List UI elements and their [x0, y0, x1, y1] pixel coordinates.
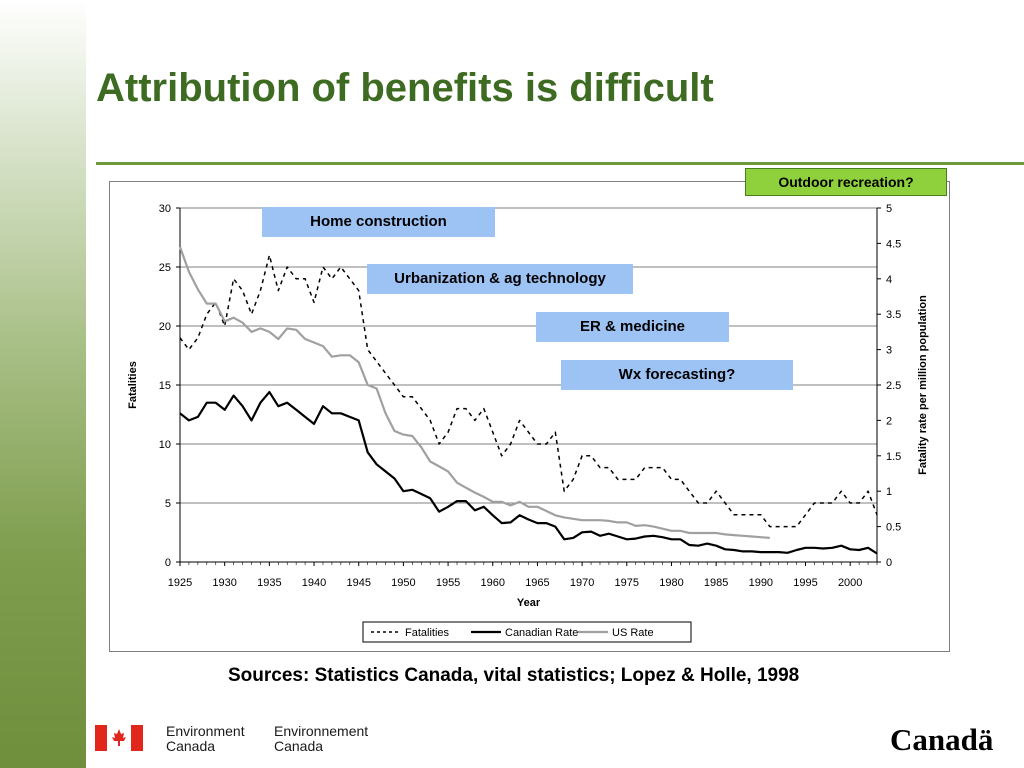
legend-label: US Rate: [612, 627, 654, 639]
sources-caption: Sources: Statistics Canada, vital statis…: [228, 665, 800, 686]
y2-tick-label: 4.5: [886, 238, 901, 250]
y-tick-label: 0: [165, 557, 171, 569]
y-tick-label: 10: [159, 439, 171, 451]
y2-axis-title: Fatality rate per million population: [917, 295, 929, 475]
series-line-us-rate: [178, 246, 770, 539]
x-tick-label: 1960: [481, 577, 505, 589]
x-tick-label: 1975: [615, 577, 639, 589]
y-tick-label: 20: [159, 321, 171, 333]
x-tick-label: 1995: [793, 577, 817, 589]
y2-tick-label: 1.5: [886, 451, 901, 463]
x-tick-label: 1985: [704, 577, 728, 589]
y2-tick-label: 2: [886, 415, 892, 427]
y-tick-label: 5: [165, 498, 171, 510]
note-outdoor-recreation: Outdoor recreation?: [745, 168, 947, 196]
y-tick-label: 30: [159, 203, 171, 215]
y2-tick-label: 0.5: [886, 522, 901, 534]
canada-wordmark: Canadä: [890, 722, 994, 757]
y2-tick-label: 3: [886, 345, 892, 357]
note-home-construction: Home construction: [262, 207, 495, 237]
y-tick-label: 15: [159, 380, 171, 392]
note-er-medicine: ER & medicine: [536, 312, 729, 342]
y-tick-label: 25: [159, 262, 171, 274]
department-name-french: Environnement Canada: [274, 723, 369, 754]
y2-tick-label: 1: [886, 486, 892, 498]
x-tick-label: 2000: [838, 577, 862, 589]
x-tick-label: 1970: [570, 577, 594, 589]
legend-label: Fatalities: [405, 627, 450, 639]
y2-tick-label: 4: [886, 274, 892, 286]
series-line-canadian-rate: [179, 391, 878, 555]
y2-tick-label: 2.5: [886, 380, 901, 392]
y2-tick-label: 5: [886, 203, 892, 215]
x-tick-label: 1930: [212, 577, 236, 589]
left-gradient-bar: [0, 0, 86, 768]
slide-title: Attribution of benefits is difficult: [96, 66, 714, 110]
canada-flag-icon: [95, 725, 143, 751]
department-name-english: Environment Canada: [166, 723, 245, 754]
x-tick-label: 1955: [436, 577, 460, 589]
x-tick-label: 1925: [168, 577, 192, 589]
x-tick-label: 1940: [302, 577, 326, 589]
x-tick-label: 1945: [346, 577, 370, 589]
legend-box: [362, 621, 692, 643]
title-underline: [96, 162, 1024, 165]
y2-tick-label: 3.5: [886, 309, 901, 321]
y2-tick-label: 0: [886, 557, 892, 569]
series-line-fatalities: [179, 254, 878, 528]
x-tick-label: 1935: [257, 577, 281, 589]
x-axis-title: Year: [517, 597, 541, 609]
legend-label: Canadian Rate: [505, 627, 578, 639]
x-tick-label: 1990: [749, 577, 773, 589]
chart-frame: 0 5 10 15 20 25 30 0 0.5 1 1.5 2 2.5 3 3.5 4 4.5 5 1925 193…: [109, 181, 950, 652]
note-urbanization: Urbanization & ag technology: [367, 264, 633, 294]
x-tick-label: 1950: [391, 577, 415, 589]
fatalities-chart: 0 5 10 15 20 25 30 0 0.5 1 1.5 2 2.5 3 3.5 4 4.5 5 1925 193…: [127, 203, 929, 643]
y-axis-title: Fatalities: [127, 361, 139, 409]
x-tick-label: 1965: [525, 577, 549, 589]
note-wx-forecasting: Wx forecasting?: [561, 360, 793, 390]
x-tick-label: 1980: [659, 577, 683, 589]
